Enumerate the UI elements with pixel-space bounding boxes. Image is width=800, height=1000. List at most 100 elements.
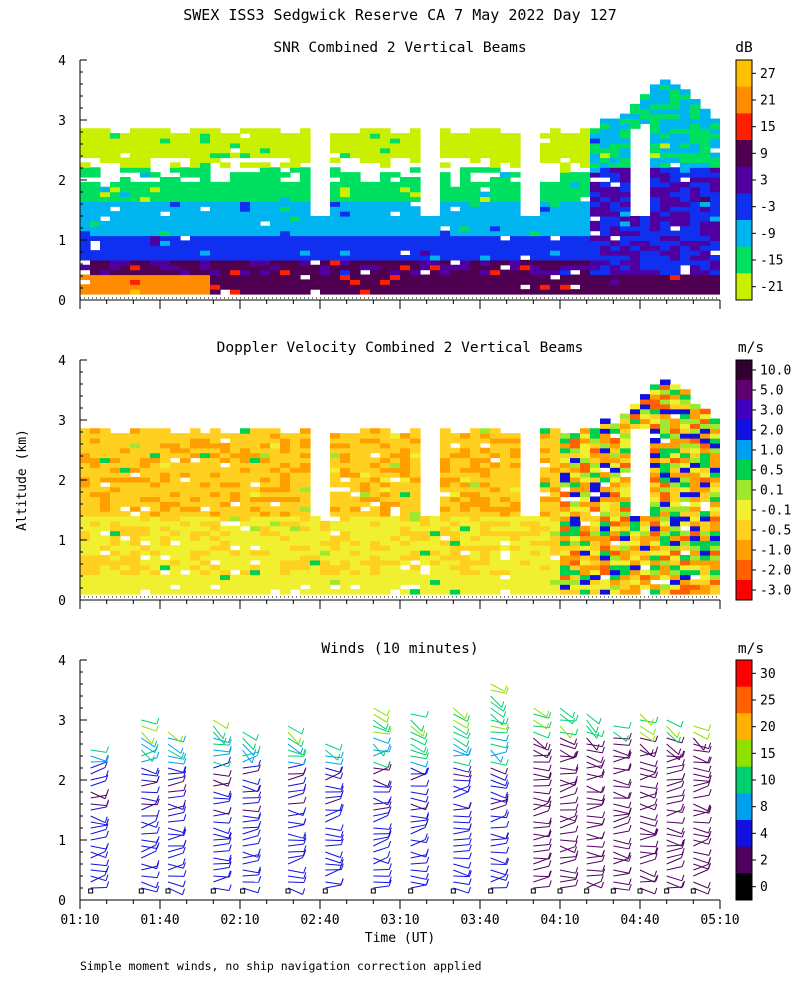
heatmap-cell bbox=[570, 452, 581, 459]
heatmap-cell bbox=[700, 462, 711, 468]
heatmap-cell bbox=[330, 559, 341, 566]
heatmap-cell bbox=[300, 550, 311, 556]
heatmap-cell bbox=[670, 142, 681, 149]
heatmap-cell bbox=[360, 516, 371, 522]
wind-barb-shaft bbox=[325, 785, 342, 790]
heatmap-cell bbox=[650, 574, 661, 580]
heatmap-cell bbox=[510, 225, 521, 232]
heatmap-cell bbox=[470, 133, 481, 139]
heatmap-cell bbox=[450, 274, 461, 280]
heatmap-cell bbox=[380, 138, 391, 144]
wind-barb-flag bbox=[156, 769, 160, 777]
heatmap-cell bbox=[710, 442, 720, 449]
heatmap-cell bbox=[560, 477, 571, 483]
wind-barb-shaft bbox=[167, 852, 184, 859]
wind-barb-shaft bbox=[141, 725, 157, 732]
heatmap-cell bbox=[410, 550, 421, 556]
heatmap-cell bbox=[610, 530, 621, 537]
heatmap-cell bbox=[280, 477, 291, 483]
heatmap-cell bbox=[360, 181, 371, 188]
heatmap-cell bbox=[490, 491, 501, 498]
heatmap-cell bbox=[150, 472, 161, 478]
heatmap-cell bbox=[230, 181, 241, 188]
heatmap-cell bbox=[690, 516, 701, 522]
heatmap-cell bbox=[500, 584, 511, 590]
heatmap-cell bbox=[610, 511, 621, 517]
wind-barb-flag bbox=[467, 749, 471, 756]
heatmap-cell bbox=[570, 274, 581, 280]
heatmap-cell bbox=[80, 535, 91, 541]
wind-barb-shaft bbox=[410, 839, 426, 847]
heatmap-cell bbox=[350, 452, 361, 459]
heatmap-cell bbox=[340, 550, 351, 556]
heatmap-cell bbox=[190, 472, 201, 478]
heatmap-cell bbox=[700, 418, 711, 424]
heatmap-cell bbox=[480, 506, 491, 512]
heatmap-cell bbox=[590, 559, 601, 566]
heatmap-cell bbox=[350, 589, 361, 595]
heatmap-cell bbox=[460, 501, 471, 507]
heatmap-cell bbox=[410, 274, 421, 280]
heatmap-cell bbox=[440, 211, 451, 217]
heatmap-cell bbox=[80, 235, 91, 241]
wind-calm-marker bbox=[210, 888, 216, 894]
heatmap-cell bbox=[220, 516, 231, 522]
heatmap-cell bbox=[700, 574, 711, 580]
heatmap-cell bbox=[90, 472, 101, 478]
heatmap-cell bbox=[440, 511, 451, 517]
heatmap-cell bbox=[180, 230, 191, 237]
heatmap-cell bbox=[310, 540, 321, 546]
heatmap-cell bbox=[90, 216, 101, 222]
heatmap-cell bbox=[700, 433, 711, 439]
heatmap-cell bbox=[100, 206, 111, 212]
heatmap-cell bbox=[590, 259, 601, 266]
heatmap-cell bbox=[400, 133, 411, 139]
heatmap-cell bbox=[590, 574, 601, 580]
wind-barb-shaft bbox=[287, 821, 304, 825]
heatmap-cell bbox=[450, 589, 461, 595]
heatmap-cell bbox=[160, 196, 171, 202]
heatmap-cell bbox=[150, 438, 161, 444]
wind-barb-shaft bbox=[90, 755, 106, 762]
heatmap-cell bbox=[80, 452, 91, 459]
heatmap-cell bbox=[380, 157, 391, 163]
heatmap-cell bbox=[480, 535, 491, 541]
heatmap-cell bbox=[600, 589, 611, 595]
heatmap-cell bbox=[130, 584, 141, 590]
heatmap-cell bbox=[170, 511, 181, 517]
wind-barb bbox=[90, 859, 110, 867]
heatmap-cell bbox=[410, 142, 421, 149]
heatmap-cell bbox=[520, 216, 531, 222]
heatmap-cell bbox=[130, 128, 141, 134]
heatmap-cell bbox=[130, 196, 141, 202]
heatmap-cell bbox=[650, 284, 661, 290]
wind-barb-flag bbox=[257, 854, 261, 861]
heatmap-cell bbox=[690, 177, 701, 183]
heatmap-cell bbox=[460, 481, 471, 488]
heatmap-cell bbox=[360, 535, 371, 541]
heatmap-cell bbox=[210, 284, 221, 290]
heatmap-cell bbox=[260, 477, 271, 483]
heatmap-cell bbox=[350, 516, 361, 522]
heatmap-cell bbox=[560, 530, 571, 537]
heatmap-cell bbox=[600, 128, 611, 134]
heatmap-cell bbox=[680, 442, 691, 449]
heatmap-cell bbox=[260, 511, 271, 517]
heatmap-cell bbox=[190, 481, 201, 488]
heatmap-cell bbox=[380, 245, 391, 251]
heatmap-cell bbox=[250, 530, 261, 537]
wind-barb bbox=[167, 826, 186, 834]
heatmap-cell bbox=[480, 550, 491, 556]
heatmap-cell bbox=[460, 535, 471, 541]
heatmap-cell bbox=[510, 447, 521, 454]
wind-barb bbox=[90, 754, 109, 762]
wind-barb bbox=[325, 766, 344, 774]
heatmap-cell bbox=[310, 240, 321, 246]
heatmap-cell bbox=[620, 511, 631, 517]
heatmap-cell bbox=[500, 569, 511, 576]
heatmap-cell bbox=[560, 240, 571, 246]
heatmap-cell bbox=[320, 269, 331, 276]
wind-barb-flag bbox=[425, 873, 429, 880]
heatmap-cell bbox=[560, 579, 571, 585]
heatmap-cell bbox=[560, 225, 571, 232]
